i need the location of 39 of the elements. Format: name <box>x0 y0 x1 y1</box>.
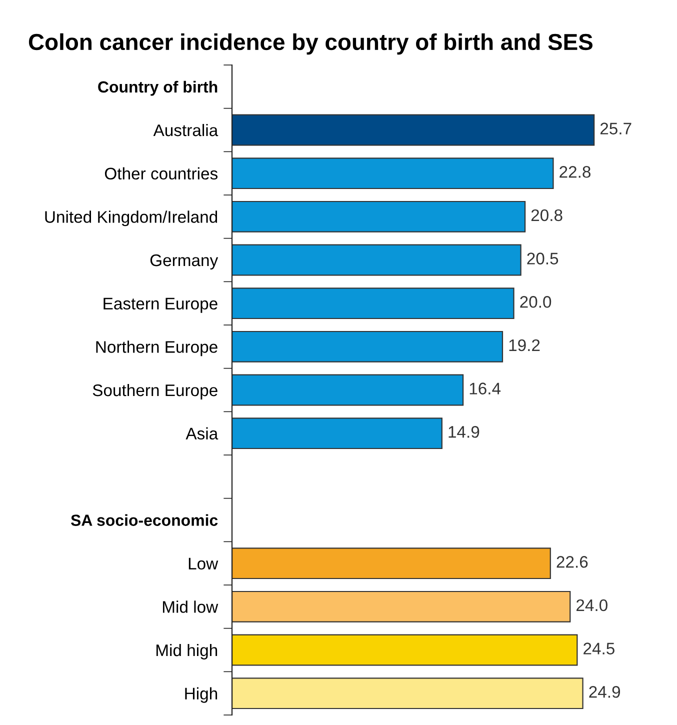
bar <box>232 244 522 276</box>
data-label: 20.5 <box>527 252 558 264</box>
bar <box>232 374 464 406</box>
data-label: 24.0 <box>576 599 608 612</box>
y-tick-label: United Kingdom/Ireland <box>45 210 218 226</box>
bar <box>232 158 554 190</box>
bar <box>232 548 551 580</box>
data-label: 22.6 <box>556 556 588 568</box>
data-label: 20.0 <box>520 296 552 308</box>
chart-title: Colon cancer incidence by country of birth and SES <box>28 33 592 55</box>
y-tick-label: Germany <box>150 254 218 270</box>
data-label: 22.8 <box>560 166 590 178</box>
data-label: 14.9 <box>448 426 480 438</box>
bar <box>232 200 526 232</box>
y-tick-label: High <box>185 687 218 703</box>
data-label: 25.7 <box>600 122 632 134</box>
y-tick-label: Low <box>188 558 218 570</box>
y-tick-label: SA socio-economic <box>70 514 218 526</box>
y-tick-label: Mid low <box>162 600 218 613</box>
y-tick-label: Asia <box>186 427 218 440</box>
bar <box>232 288 514 320</box>
bar <box>232 590 571 622</box>
y-tick-label: Other countries <box>104 167 218 180</box>
data-label: 20.8 <box>531 209 562 222</box>
bar <box>232 114 595 146</box>
y-tick-label: Australia <box>153 124 218 136</box>
bar <box>232 634 578 666</box>
y-tick-label: Southern Europe <box>92 384 218 400</box>
y-tick-label: Mid high <box>156 644 218 660</box>
bar <box>232 678 584 710</box>
data-label: 24.5 <box>584 642 614 654</box>
data-label: 19.2 <box>509 339 540 352</box>
data-label: 24.9 <box>589 686 620 698</box>
bar <box>232 418 442 450</box>
bar <box>232 330 504 362</box>
y-tick-label: Country of birth <box>98 80 218 96</box>
y-tick-label: Eastern Europe <box>104 298 218 313</box>
data-label: 16.4 <box>470 382 501 394</box>
y-tick-label: Northern Europe <box>96 340 218 356</box>
